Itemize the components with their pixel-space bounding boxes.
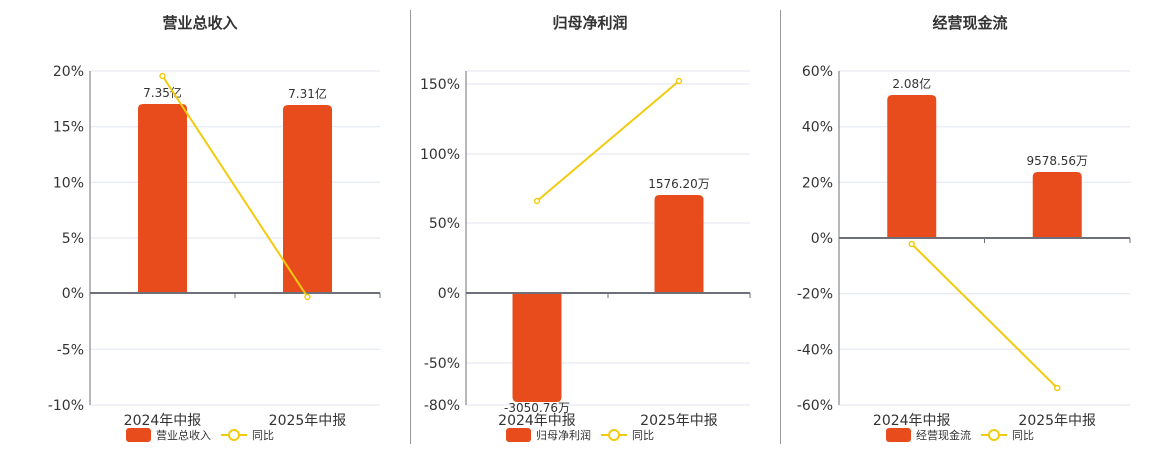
- panel-revenue: 营业总收入 20% 15% 10% 5% 0% -5% -10% 7.35亿 7.31亿 2024…: [0, 0, 400, 450]
- y-tick-label: 10%: [53, 175, 84, 191]
- panel-net-profit: 归母净利润 150% 100% 50% 0% -50% -80% -3050.76万 1576…: [400, 0, 780, 450]
- y-tick-label: 5%: [62, 231, 84, 247]
- legend-label: 同比: [632, 429, 654, 442]
- legend-item-bar[interactable]: 营业总收入: [126, 427, 211, 443]
- yoy-point[interactable]: [159, 72, 166, 80]
- x-category-label: 2024年中报: [873, 413, 951, 429]
- y-tick-label: -40%: [797, 342, 833, 358]
- bar-value-label: 7.35亿: [143, 85, 182, 100]
- bar-value-label: 7.31亿: [288, 86, 327, 101]
- legend-item-line[interactable]: 同比: [981, 427, 1034, 443]
- chart-title: 经营现金流: [932, 14, 1008, 32]
- legend-bar-swatch-icon: [506, 428, 531, 442]
- legend: 归母净利润 同比: [380, 427, 780, 443]
- legend-label: 归母净利润: [536, 429, 591, 442]
- y-tick-label: 60%: [802, 64, 833, 80]
- bar[interactable]: [283, 105, 332, 293]
- y-tick-label: 0%: [438, 286, 460, 302]
- yoy-point[interactable]: [908, 240, 915, 248]
- chart-title: 营业总收入: [162, 14, 238, 32]
- legend-item-line[interactable]: 同比: [601, 427, 654, 443]
- yoy-line: [161, 75, 309, 298]
- legend-item-bar[interactable]: 归母净利润: [506, 427, 591, 443]
- y-tick-label: -20%: [797, 287, 833, 303]
- divider: [410, 10, 411, 444]
- legend-bar-swatch-icon: [886, 428, 911, 442]
- y-tick-label: 50%: [429, 216, 460, 232]
- yoy-point[interactable]: [533, 197, 541, 205]
- legend-line-circle-icon: [601, 429, 627, 441]
- legend-label: 同比: [1012, 429, 1034, 442]
- legend-line-circle-icon: [221, 429, 247, 441]
- legend-label: 营业总收入: [156, 429, 211, 442]
- legend: 营业总收入 同比: [0, 427, 400, 443]
- x-category-label: 2025年中报: [640, 413, 718, 429]
- y-tick-label: 20%: [53, 64, 84, 80]
- y-tick-label: -80%: [424, 398, 460, 414]
- y-tick-label: -10%: [48, 398, 84, 414]
- chart-plot: 150% 100% 50% 0% -50% -80% -3050.76万 1576.20万 20…: [420, 70, 751, 429]
- legend-line-circle-icon: [981, 429, 1007, 441]
- bar[interactable]: [654, 195, 704, 293]
- yoy-line: [911, 243, 1058, 389]
- divider: [780, 10, 781, 444]
- x-category-label: 2025年中报: [269, 413, 347, 429]
- y-tick-label: 0%: [811, 231, 833, 247]
- legend: 经营现金流 同比: [760, 427, 1160, 443]
- yoy-point[interactable]: [675, 77, 683, 85]
- y-tick-label: 20%: [802, 175, 833, 191]
- bar-value-label: 2.08亿: [892, 76, 931, 91]
- legend-item-bar[interactable]: 经营现金流: [886, 427, 971, 443]
- panel-operating-cashflow: 经营现金流 60% 40% 20% 0% -20% -40% -60% 2.08亿 9578.5…: [780, 0, 1160, 450]
- chart-title: 归母净利润: [552, 14, 628, 32]
- y-tick-label: -5%: [57, 342, 84, 358]
- chart-plot: 60% 40% 20% 0% -20% -40% -60% 2.08亿 9578.56万 2024…: [797, 64, 1131, 429]
- bar[interactable]: [887, 95, 937, 238]
- chart-plot: 20% 15% 10% 5% 0% -5% -10% 7.35亿 7.31亿 2024年中报 202…: [48, 64, 381, 429]
- x-category-label: 2025年中报: [1018, 413, 1096, 429]
- y-tick-label: -60%: [797, 398, 833, 414]
- y-tick-label: 15%: [53, 120, 84, 136]
- y-tick-label: 40%: [802, 120, 833, 136]
- y-tick-label: 100%: [420, 147, 460, 163]
- y-tick-label: 150%: [420, 77, 460, 93]
- bar-value-label: 1576.20万: [648, 177, 710, 191]
- y-tick-label: 0%: [62, 286, 84, 302]
- legend-label: 经营现金流: [916, 429, 971, 442]
- y-tick-label: -50%: [424, 356, 460, 372]
- legend-label: 同比: [252, 429, 274, 442]
- x-category-label: 2024年中报: [124, 413, 202, 429]
- yoy-line: [536, 80, 680, 202]
- yoy-point[interactable]: [304, 293, 311, 301]
- x-category-label: 2024年中报: [498, 413, 576, 429]
- bar[interactable]: [1032, 172, 1082, 238]
- bar[interactable]: [512, 293, 562, 402]
- legend-item-line[interactable]: 同比: [221, 427, 274, 443]
- bar[interactable]: [138, 104, 187, 293]
- legend-bar-swatch-icon: [126, 428, 151, 442]
- bar-value-label: -3050.76万: [504, 401, 570, 415]
- bar-value-label: 9578.56万: [1026, 154, 1088, 168]
- yoy-point[interactable]: [1054, 384, 1061, 392]
